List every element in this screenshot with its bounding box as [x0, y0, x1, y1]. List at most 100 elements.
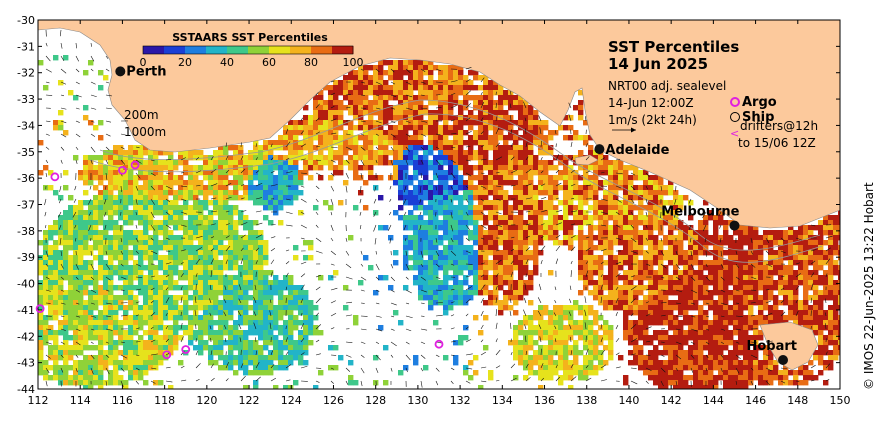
sst-cell: [78, 345, 84, 351]
sst-cell: [553, 350, 559, 356]
sst-cell: [543, 175, 549, 181]
sst-cell: [158, 195, 164, 201]
sst-cell: [233, 155, 239, 161]
sst-cell: [158, 285, 164, 291]
sst-cell: [213, 280, 219, 286]
sst-cell: [218, 345, 224, 351]
sst-cell: [468, 230, 474, 236]
sst-cell: [543, 235, 549, 241]
sst-cell: [278, 300, 284, 306]
sst-cell: [248, 245, 254, 251]
sst-cell: [343, 140, 349, 146]
sst-cell: [658, 225, 664, 231]
sst-cell: [323, 120, 329, 126]
sst-cell: [493, 125, 499, 131]
sst-cell: [648, 335, 654, 341]
sst-cell: [248, 355, 254, 361]
sst-cell: [658, 260, 664, 266]
sst-cell: [418, 295, 424, 301]
sst-cell: [303, 300, 309, 306]
sst-cell: [453, 145, 459, 151]
sst-cell: [573, 185, 579, 191]
sst-cell: [788, 265, 794, 271]
sst-cell: [418, 190, 424, 196]
sst-cell: [73, 335, 79, 341]
sst-cell: [753, 345, 759, 351]
sst-cell: [353, 90, 359, 96]
sst-cell: [803, 230, 809, 236]
sst-cell: [638, 215, 644, 221]
sst-cell: [468, 120, 474, 126]
sst-cell: [813, 255, 819, 261]
sst-cell: [738, 290, 744, 296]
sst-cell: [453, 100, 459, 106]
sst-cell: [423, 250, 429, 256]
sst-cell: [818, 225, 824, 231]
sst-cell: [728, 290, 734, 296]
sst-cell: [38, 265, 44, 271]
sst-cell: [838, 270, 840, 276]
sst-cell: [443, 160, 449, 166]
sst-cell: [168, 220, 174, 226]
sst-cell: [623, 185, 629, 191]
sst-cell: [133, 200, 139, 206]
sst-cell: [438, 250, 444, 256]
sst-cell: [53, 275, 59, 281]
sst-cell: [123, 275, 129, 281]
sst-cell: [348, 235, 354, 241]
sst-cell: [128, 305, 134, 311]
sst-cell: [408, 120, 414, 126]
sst-cell: [193, 345, 199, 351]
sst-cell: [58, 240, 64, 246]
sst-cell: [828, 280, 834, 286]
sst-cell: [153, 305, 159, 311]
sst-cell: [443, 260, 449, 266]
sst-cell: [688, 265, 694, 271]
sst-cell: [443, 155, 449, 161]
sst-cell: [248, 320, 254, 326]
sst-cell: [728, 320, 734, 326]
sst-cell: [108, 275, 114, 281]
sst-cell: [358, 105, 364, 111]
sst-cell: [218, 160, 224, 166]
sst-cell: [698, 245, 704, 251]
sst-cell: [273, 350, 279, 356]
sst-cell: [98, 325, 104, 331]
sst-cell: [178, 295, 184, 301]
sst-cell: [63, 250, 69, 256]
sst-cell: [93, 325, 99, 331]
sst-cell: [383, 120, 389, 126]
sst-cell: [43, 330, 49, 336]
sst-cell: [288, 300, 294, 306]
sst-cell: [258, 325, 264, 331]
sst-cell: [578, 260, 584, 266]
sst-cell: [693, 230, 699, 236]
sst-cell: [563, 210, 569, 216]
sst-cell: [768, 260, 774, 266]
sst-cell: [558, 340, 564, 346]
sst-cell: [203, 255, 209, 261]
sst-cell: [248, 230, 254, 236]
sst-cell: [463, 325, 469, 331]
sst-cell: [463, 140, 469, 146]
sst-cell: [358, 90, 364, 96]
sst-cell: [53, 335, 59, 341]
sst-cell: [213, 220, 219, 226]
sst-cell: [368, 175, 374, 181]
sst-cell: [703, 295, 709, 301]
sst-cell: [643, 195, 649, 201]
sst-cell: [153, 270, 159, 276]
sst-cell: [308, 160, 314, 166]
sst-cell: [563, 350, 569, 356]
sst-cell: [693, 315, 699, 321]
sst-cell: [428, 235, 434, 241]
sst-cell: [478, 105, 484, 111]
sst-cell: [223, 245, 229, 251]
sst-cell: [463, 195, 469, 201]
sst-cell: [198, 225, 204, 231]
sst-cell: [78, 240, 84, 246]
sst-cell: [608, 255, 614, 261]
sst-cell: [288, 145, 294, 151]
sst-cell: [693, 340, 699, 346]
sst-cell: [533, 260, 539, 266]
